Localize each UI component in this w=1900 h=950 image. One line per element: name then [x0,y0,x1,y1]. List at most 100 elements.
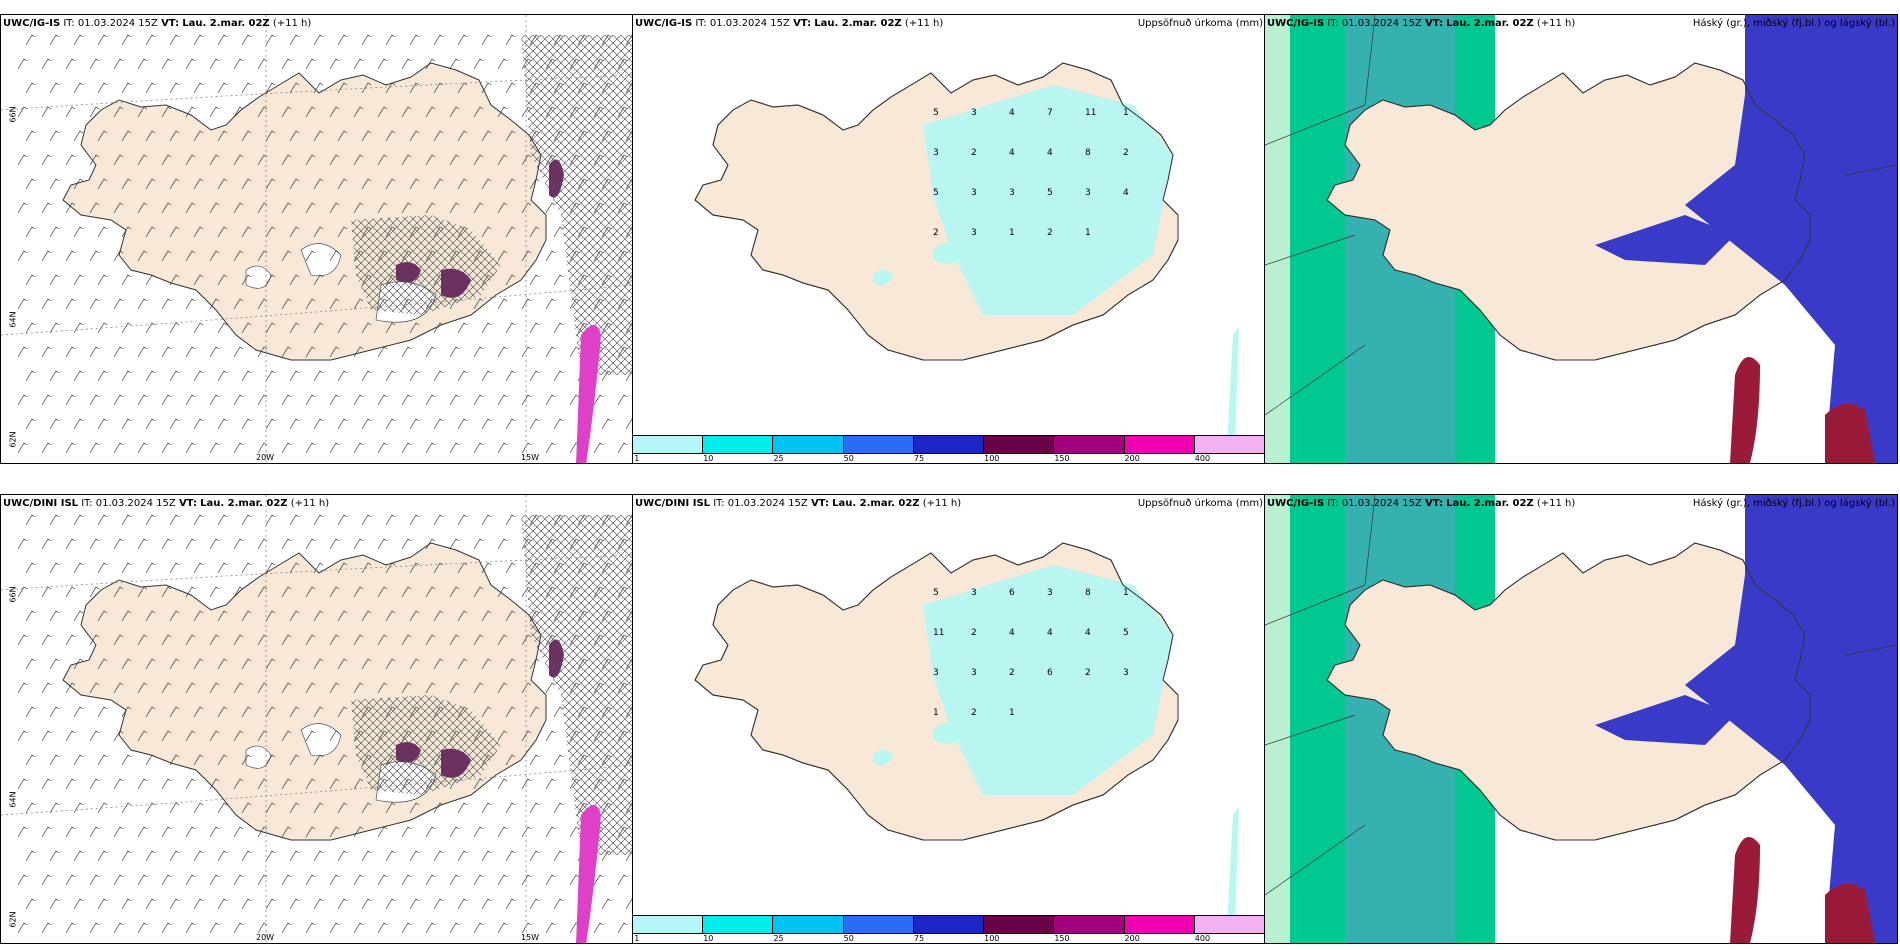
colorbar-swatch [1054,916,1125,934]
header-model: UWC/IG-IS [635,18,693,29]
precip-value: 3 [1047,588,1053,598]
header-vt-label: VT: [1425,498,1444,509]
precip-value: 5 [933,188,939,198]
colorbar-swatch [1124,916,1195,934]
header-vt-label: VT: [178,498,197,509]
precip-value: 4 [1009,108,1015,118]
colorbar-tick: 200 [1124,454,1140,463]
header-it: 01.03.2024 15Z [95,498,176,509]
panel-cloud-ig-is-2: UWC/IG-IS IT: 01.03.2024 15Z VT: Lau. 2.… [1264,494,1898,944]
precip-value: 4 [1047,148,1053,158]
precip-value: 3 [1123,668,1129,678]
precip-value: 3 [1009,188,1015,198]
colorbar-swatch [1054,436,1125,454]
header-model: UWC/IG-IS [1267,498,1325,509]
precip-value: 4 [1085,628,1091,638]
precip-colorbar: 1 10 25 50 75 100 150 200 400 [633,435,1265,463]
colorbar-swatch [773,916,844,934]
panel-header: UWC/DINI ISL IT: 01.03.2024 15Z VT: Lau.… [635,498,961,509]
precip-value: 3 [1085,188,1091,198]
precip-value: 1 [1009,708,1015,718]
axis-label-lon15: 15W [521,933,540,942]
header-vt: Lau. 2.mar. 02Z [814,18,902,29]
colorbar-swatch [633,916,704,934]
header-vt: Lau. 2.mar. 02Z [1446,18,1534,29]
panel-header: UWC/IG-IS IT: 01.03.2024 15Z VT: Lau. 2.… [1267,18,1575,29]
precip-value: 11 [1085,108,1096,118]
panel-field-title: Háský (gr.), miðský (fj.bl.) og lágský (… [1692,18,1895,29]
precip-colorbar: 1 10 25 50 75 100 150 200 400 [633,915,1265,943]
header-vt: Lau. 2.mar. 02Z [182,18,270,29]
axis-label-lon20: 20W [256,933,275,942]
precip-value: 8 [1085,588,1091,598]
colorbar-swatch [913,916,985,934]
header-vt-label: VT: [161,18,180,29]
header-model: UWC/DINI ISL [3,498,79,509]
precip-value: 1 [1009,228,1015,238]
axis-label-lat64: 64N [8,311,18,328]
precip-value: 2 [1009,668,1015,678]
axis-label-lat66: 66N [8,586,18,603]
colorbar-tick: 100 [984,934,1000,943]
precip-value: 11 [933,628,944,638]
header-it: 01.03.2024 15Z [727,498,808,509]
header-model: UWC/DINI ISL [635,498,711,509]
colorbar-tick: 150 [1054,454,1070,463]
colorbar-tick: 10 [703,454,714,463]
precip-value: 2 [971,148,977,158]
colorbar-swatch [1124,436,1195,454]
header-it-label: IT: [81,498,93,509]
header-lead: (+11 h) [272,18,312,29]
precip-value: 2 [1047,228,1053,238]
header-it-label: IT: [1327,18,1339,29]
header-vt: Lau. 2.mar. 02Z [832,498,920,509]
precip-value: 3 [933,148,939,158]
colorbar-swatch [984,916,1055,934]
precip-value: 3 [971,668,977,678]
colorbar-tick: 25 [773,454,784,463]
panel-header: UWC/IG-IS IT: 01.03.2024 15Z VT: Lau. 2.… [1267,498,1575,509]
precip-value: 3 [971,188,977,198]
colorbar-tick: 50 [843,934,854,943]
precip-value: 2 [1123,148,1129,158]
precip-value: 5 [1123,628,1129,638]
colorbar-tick: 100 [984,454,1000,463]
colorbar-tick: 400 [1194,934,1211,943]
header-it: 01.03.2024 15Z [709,18,790,29]
header-lead: (+11 h) [1536,498,1576,509]
precip-value: 1 [933,708,939,718]
precip-value: 4 [1123,188,1129,198]
colorbar-swatch [984,436,1055,454]
panel-precip-ig-is: 5 3 4 7 11 1 3 2 4 4 8 2 5 3 3 5 3 4 2 3 1 2 1 UWC/IG-IS IT: 01… [632,14,1266,464]
colorbar-tick: 25 [773,934,784,943]
colorbar-swatch [633,436,704,454]
header-model: UWC/IG-IS [3,18,61,29]
colorbar-tick: 1 [634,934,640,943]
axis-label-lon20: 20W [256,453,275,462]
precip-value: 8 [1085,148,1091,158]
header-vt: Lau. 2.mar. 02Z [1446,498,1534,509]
precip-value: 3 [933,668,939,678]
axis-label-lon15: 15W [521,453,540,462]
header-it: 01.03.2024 15Z [1341,18,1422,29]
precip-value: 2 [1085,668,1091,678]
colorbar-swatch [1194,916,1265,934]
precip-value: 1 [1123,588,1129,598]
panel-field-title: Uppsöfnuð úrkoma (mm) [1137,18,1263,29]
header-lead: (+11 h) [1536,18,1576,29]
panel-header: UWC/DINI ISL IT: 01.03.2024 15Z VT: Lau.… [3,498,329,509]
header-model: UWC/IG-IS [1267,18,1325,29]
precip-value: 7 [1047,108,1053,118]
precip-value: 5 [933,108,939,118]
precip-value: 6 [1047,668,1053,678]
header-vt: Lau. 2.mar. 02Z [200,498,288,509]
header-lead: (+11 h) [290,498,330,509]
precip-value: 4 [1009,148,1015,158]
colorbar-swatch [843,916,914,934]
panel-header: UWC/IG-IS IT: 01.03.2024 15Z VT: Lau. 2.… [3,18,311,29]
axis-label-lat66: 66N [8,106,18,123]
colorbar-tick: 1 [634,454,640,463]
header-it-label: IT: [695,18,707,29]
colorbar-swatch [1194,436,1265,454]
axis-label-lat62: 62N [8,431,18,448]
